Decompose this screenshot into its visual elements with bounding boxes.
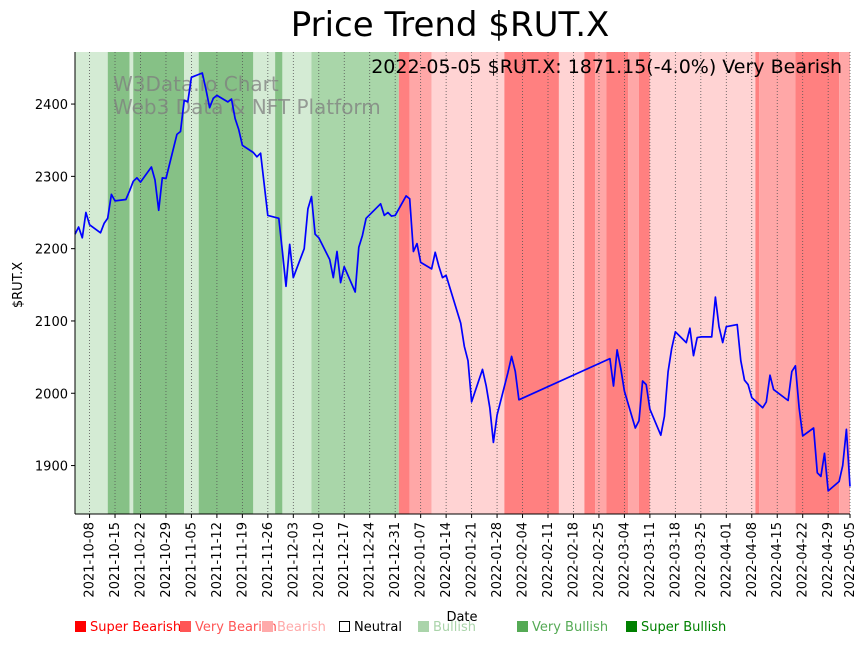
x-tick-label: 2021-11-26 (261, 522, 276, 598)
chart-title: Price Trend $RUT.X (291, 5, 610, 45)
legend-swatch (75, 621, 86, 632)
band-17 (606, 52, 629, 514)
band-14 (558, 52, 585, 514)
legend-label: Very Bullish (532, 620, 609, 635)
band-10 (398, 52, 410, 514)
grid-lines (89, 52, 851, 514)
band-7 (275, 52, 283, 514)
legend-label: Bearish (277, 620, 326, 635)
x-tick-label: 2022-01-07 (414, 522, 429, 598)
x-tick-label: 2022-04-08 (745, 522, 760, 598)
watermark-line-1: Web3 Data & NFT Platform (113, 95, 381, 119)
x-tick-label: 2021-12-17 (337, 522, 352, 598)
x-tick-label: 2022-04-22 (796, 522, 811, 598)
x-tick-label: 2021-10-15 (108, 522, 123, 598)
y-tick-label: 2400 (35, 98, 68, 113)
x-tick-label: 2021-11-19 (235, 522, 250, 598)
x-tick-label: 2022-03-04 (617, 522, 632, 598)
y-tick-label: 2000 (35, 387, 68, 402)
x-tick-label: 2021-12-31 (388, 522, 403, 598)
band-15 (584, 52, 596, 514)
x-tick-label: 2022-03-11 (643, 522, 658, 598)
x-tick-label: 2021-12-03 (286, 522, 301, 598)
legend-label: Bullish (433, 620, 477, 635)
x-tick-label: 2021-10-08 (83, 522, 98, 598)
band-8 (282, 52, 312, 514)
x-tick-label: 2022-04-01 (719, 522, 734, 598)
legend-item: Very Bullish (517, 620, 608, 635)
legend-label: Super Bullish (641, 620, 727, 635)
price-line (74, 72, 851, 492)
legend-item: Neutral (339, 620, 402, 635)
band-3 (133, 52, 185, 514)
y-tick-label: 1900 (35, 460, 68, 475)
x-tick-label: 2022-01-14 (439, 522, 454, 598)
band-12 (431, 52, 505, 514)
band-16 (595, 52, 607, 514)
legend-swatch (339, 621, 350, 632)
y-axis-label: $RUT.X (11, 262, 26, 308)
legend-swatch (626, 621, 637, 632)
band-24 (839, 52, 850, 514)
band-20 (649, 52, 756, 514)
band-23 (795, 52, 840, 514)
x-tick-label: 2021-10-22 (133, 522, 148, 598)
y-tick-label: 2300 (35, 170, 68, 185)
band-5 (198, 52, 254, 514)
y-tick-label: 2200 (35, 243, 68, 258)
legend-label: Super Bearish (90, 620, 182, 635)
price-series (74, 72, 851, 492)
x-axis-label: Date (446, 610, 477, 625)
legend-swatch (517, 621, 528, 632)
sentiment-bands (75, 52, 850, 514)
legend-item: Bearish (262, 620, 326, 635)
x-tick-label: 2022-04-15 (770, 522, 785, 598)
x-tick-label: 2022-02-11 (541, 522, 556, 598)
x-tick-label: 2021-10-29 (159, 522, 174, 598)
band-13 (504, 52, 559, 514)
x-tick-label: 2022-01-28 (490, 522, 505, 598)
x-tick-label: 2021-11-05 (184, 522, 199, 598)
legend-label: Very Bearish (195, 620, 277, 635)
band-0 (75, 52, 108, 514)
x-tick-label: 2022-03-18 (668, 522, 683, 598)
axes: 2021-10-08 2021-10-15 2021-10-22 2021-10-29… (35, 52, 858, 598)
legend-item: Super Bearish (75, 620, 181, 635)
x-tick-label: 2021-12-10 (312, 522, 327, 598)
x-tick-label: 2021-11-12 (210, 522, 225, 598)
band-2 (129, 52, 134, 514)
legend-item: Very Bearish (180, 620, 277, 635)
band-6 (253, 52, 276, 514)
x-tick-label: 2022-03-25 (694, 522, 709, 598)
x-tick-label: 2022-01-21 (465, 522, 480, 598)
chart-subtitle: 2022-05-05 $RUT.X: 1871.15(-4.0%) Very B… (371, 56, 842, 78)
legend-item: Super Bullish (626, 620, 726, 635)
legend-swatch (262, 621, 273, 632)
legend-item: Bullish (418, 620, 476, 635)
x-tick-label: 2022-02-18 (566, 522, 581, 598)
x-tick-label: 2022-04-29 (821, 522, 836, 598)
y-tick-label: 2100 (35, 315, 68, 330)
x-tick-label: 2022-02-25 (592, 522, 607, 598)
band-18 (628, 52, 639, 514)
band-19 (638, 52, 650, 514)
x-tick-label: 2022-05-05 (843, 522, 858, 598)
legend-swatch (180, 621, 191, 632)
band-21 (755, 52, 760, 514)
band-1 (107, 52, 130, 514)
x-tick-label: 2022-02-04 (516, 522, 531, 598)
x-tick-label: 2021-12-24 (363, 522, 378, 598)
legend-label: Neutral (354, 620, 402, 635)
legend-swatch (418, 621, 429, 632)
